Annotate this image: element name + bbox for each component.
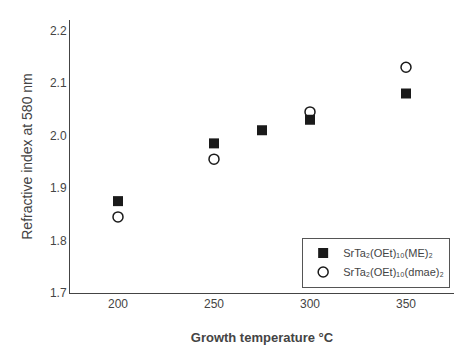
svg-text:200: 200: [108, 297, 128, 311]
svg-text:Refractive index at 580 nm: Refractive index at 580 nm: [19, 73, 35, 240]
svg-text:350: 350: [396, 297, 416, 311]
svg-text:Growth temperature °C: Growth temperature °C: [191, 330, 334, 345]
svg-text:250: 250: [204, 297, 224, 311]
svg-text:300: 300: [300, 297, 320, 311]
svg-text:1.9: 1.9: [50, 181, 67, 195]
svg-text:2.2: 2.2: [50, 24, 67, 38]
svg-text:2.0: 2.0: [50, 129, 67, 143]
svg-text:1.8: 1.8: [50, 234, 67, 248]
svg-text:SrTa₂(OEt)₁₀(dmae)₂: SrTa₂(OEt)₁₀(dmae)₂: [343, 266, 444, 278]
svg-text:SrTa₂(OEt)₁₀(ME)₂: SrTa₂(OEt)₁₀(ME)₂: [343, 247, 433, 259]
svg-text:2.1: 2.1: [50, 76, 67, 90]
svg-text:1.7: 1.7: [50, 286, 67, 300]
